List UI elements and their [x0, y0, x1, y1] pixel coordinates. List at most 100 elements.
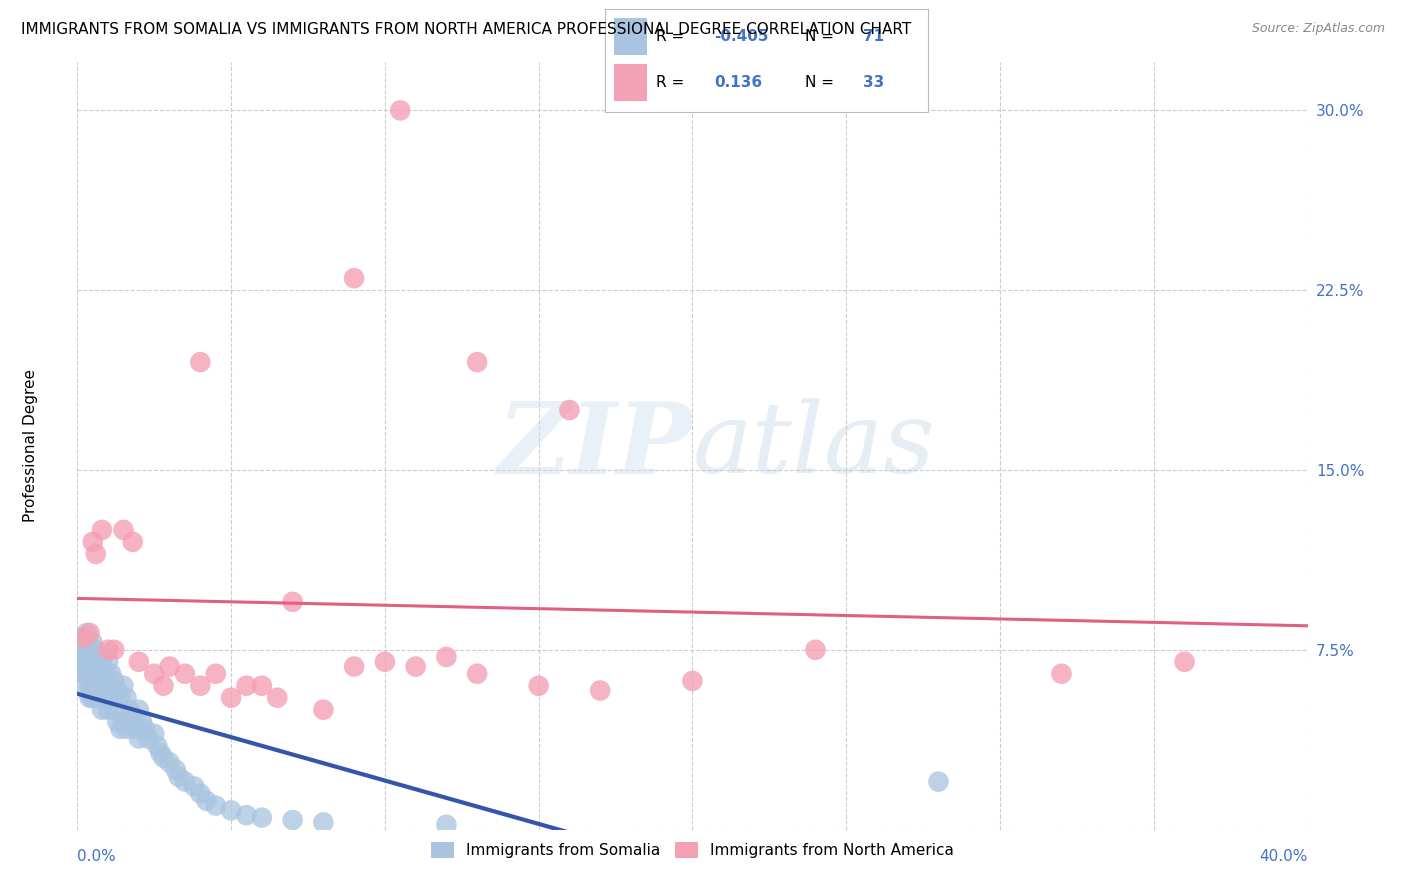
Point — [343, 659, 366, 673]
Point — [128, 731, 150, 746]
Text: 0.0%: 0.0% — [77, 849, 117, 863]
Point — [436, 818, 458, 832]
Point — [84, 666, 107, 681]
Point — [165, 763, 187, 777]
Point — [183, 780, 205, 794]
Point — [235, 808, 257, 822]
Point — [82, 635, 104, 649]
Point — [389, 103, 412, 118]
FancyBboxPatch shape — [614, 18, 647, 55]
Point — [266, 690, 288, 705]
Point — [84, 690, 107, 705]
Point — [112, 679, 135, 693]
Point — [188, 787, 212, 801]
Point — [82, 690, 104, 705]
Point — [128, 703, 150, 717]
Point — [87, 659, 110, 673]
Point — [125, 722, 148, 736]
Point — [188, 679, 212, 693]
Point — [134, 722, 156, 736]
Text: atlas: atlas — [693, 399, 935, 493]
Text: Professional Degree: Professional Degree — [22, 369, 38, 523]
Point — [97, 642, 120, 657]
Point — [143, 726, 166, 740]
Point — [115, 722, 138, 736]
Point — [94, 690, 117, 705]
Point — [79, 679, 101, 693]
Point — [100, 690, 122, 705]
Point — [188, 355, 212, 369]
Point — [76, 640, 98, 655]
Point — [146, 739, 169, 753]
Point — [97, 655, 120, 669]
Point — [72, 635, 94, 649]
Point — [465, 355, 488, 369]
Point — [110, 722, 132, 736]
Point — [1174, 655, 1197, 669]
Text: R =: R = — [657, 75, 685, 90]
Text: N =: N = — [806, 29, 834, 44]
Text: ZIP: ZIP — [498, 398, 693, 494]
Point — [115, 690, 138, 705]
Point — [1050, 666, 1073, 681]
Text: 71: 71 — [863, 29, 884, 44]
Point — [97, 703, 120, 717]
Point — [312, 703, 335, 717]
Point — [84, 547, 107, 561]
Point — [174, 666, 197, 681]
Point — [90, 655, 114, 669]
Point — [558, 403, 581, 417]
Point — [159, 659, 181, 673]
Point — [121, 707, 143, 722]
Point — [149, 746, 172, 760]
Point — [82, 535, 104, 549]
Point — [281, 595, 304, 609]
Point — [682, 673, 704, 688]
Point — [312, 815, 335, 830]
Point — [103, 642, 125, 657]
Point — [343, 271, 366, 285]
Point — [436, 649, 458, 664]
Point — [219, 804, 242, 818]
Point — [167, 770, 190, 784]
Point — [235, 679, 257, 693]
Point — [219, 690, 242, 705]
Point — [152, 750, 174, 764]
Point — [72, 679, 94, 693]
Point — [204, 798, 226, 813]
Legend: Immigrants from Somalia, Immigrants from North America: Immigrants from Somalia, Immigrants from… — [425, 836, 960, 864]
Point — [87, 683, 110, 698]
Point — [804, 642, 827, 657]
Point — [281, 813, 304, 827]
Point — [174, 774, 197, 789]
Point — [250, 811, 273, 825]
Point — [79, 626, 101, 640]
Point — [105, 683, 128, 698]
Point — [110, 690, 132, 705]
Point — [527, 679, 550, 693]
Point — [90, 703, 114, 717]
Text: R =: R = — [657, 29, 685, 44]
Point — [72, 631, 94, 645]
Point — [136, 731, 159, 746]
FancyBboxPatch shape — [614, 64, 647, 101]
Point — [79, 690, 101, 705]
Point — [112, 714, 135, 729]
Point — [94, 666, 117, 681]
Point — [97, 679, 120, 693]
Point — [72, 631, 94, 645]
Point — [76, 626, 98, 640]
Point — [69, 649, 91, 664]
Point — [250, 679, 273, 693]
Point — [131, 714, 153, 729]
Point — [128, 655, 150, 669]
Point — [589, 683, 612, 698]
Point — [87, 649, 110, 664]
Point — [76, 655, 98, 669]
Point — [204, 666, 226, 681]
Point — [76, 666, 98, 681]
Point — [103, 703, 125, 717]
Point — [79, 659, 101, 673]
Text: 33: 33 — [863, 75, 884, 90]
Point — [112, 523, 135, 537]
